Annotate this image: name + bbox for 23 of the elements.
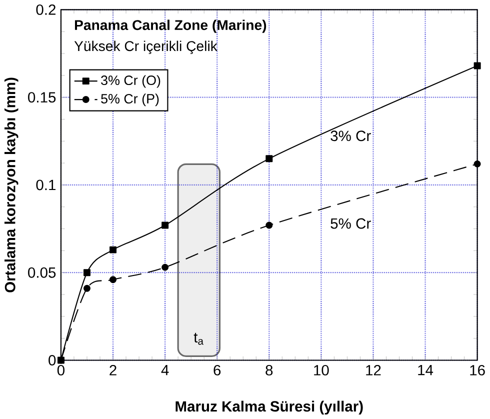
y-tick-label: 0.05 bbox=[28, 267, 56, 278]
y-tick-label: 0.2 bbox=[36, 4, 56, 15]
x-tick-label: 2 bbox=[110, 364, 116, 376]
x-tick-label: 10 bbox=[314, 364, 329, 376]
text: Yüksek Cr içerikli Çelik bbox=[74, 40, 218, 54]
annotation: 3% Cr bbox=[330, 130, 371, 142]
x-tick-label: 12 bbox=[366, 364, 381, 376]
x-tick-label: 4 bbox=[161, 364, 169, 376]
text: Panama Canal Zone (Marine) bbox=[74, 20, 266, 33]
x-tick-label: 0 bbox=[57, 364, 64, 376]
y-tick-label: 0.15 bbox=[28, 92, 56, 103]
legend-label: 3% Cr (O) bbox=[101, 75, 160, 88]
x-axis-title: Maruz Kalma Süresi (yıllar) bbox=[176, 400, 363, 415]
y-tick-label: 0 bbox=[48, 355, 56, 366]
annotation: 5% Cr bbox=[330, 218, 371, 229]
x-tick-label: 8 bbox=[266, 364, 273, 376]
x-tick-label: 14 bbox=[418, 364, 434, 376]
x-tick-label: 6 bbox=[214, 364, 221, 376]
y-tick-label: 0.1 bbox=[36, 180, 56, 190]
legend-label: 5% Cr (P) bbox=[101, 94, 159, 106]
band-label: t$_{a}$ bbox=[194, 332, 204, 345]
x-tick-label: 16 bbox=[470, 364, 485, 376]
y-axis-title: Ortalama korozyon kaybı (mm) bbox=[4, 78, 18, 292]
